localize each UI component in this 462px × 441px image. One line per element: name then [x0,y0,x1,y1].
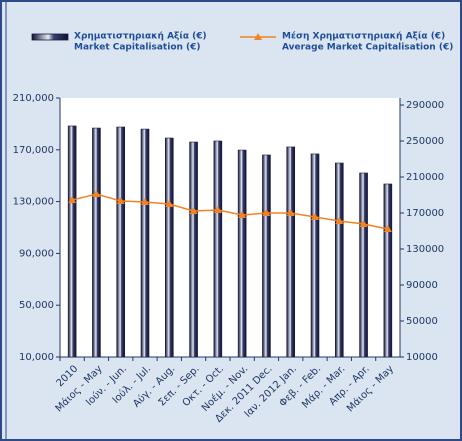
marker [165,200,174,208]
legend-swatch [31,33,69,41]
y2-tick-label: 170000 [406,208,444,219]
bar [262,154,271,358]
marker [189,207,198,215]
y2-tick-label: 130000 [406,244,444,255]
marker [359,219,368,227]
y-tick-label: 10,000 [19,352,54,363]
bar [92,127,101,358]
y-tick-label: 210,000 [13,93,54,104]
marker [141,198,149,206]
y-tick-label: 50,000 [19,300,54,311]
y2-tick-label: 210000 [406,172,444,183]
bar [286,146,296,358]
marker [213,206,222,214]
y-tick-label: 170,000 [13,145,54,156]
legend-label: Average Market Capitalisation (€) [282,43,453,53]
legend-label: Μέση Χρηματιστηριακή Αξία (€) [282,31,445,42]
bar [67,125,77,358]
legend-label: Χρηματιστηριακή Αξία (€) [74,31,207,42]
y2-tick-label: 10000 [406,352,438,363]
bar [334,162,344,358]
y-tick-label: 130,000 [13,197,54,208]
marker [286,209,295,217]
line [71,193,389,230]
y2-tick-label: 250000 [406,136,444,147]
legend-marker [254,33,262,40]
bar [116,126,126,358]
y2-tick-label: 50000 [406,316,438,327]
bar [383,183,393,358]
y-tick-label: 90,000 [19,248,54,259]
marker [262,209,271,217]
y2-tick-label: 290000 [406,100,444,111]
bar [140,128,150,358]
marker [68,196,77,204]
bar [189,141,198,358]
marker [116,197,125,205]
bar [164,137,174,358]
bar [359,172,368,358]
marker [92,190,101,198]
bar [213,140,223,358]
plot-area [60,98,400,357]
marker [238,210,247,218]
marker [311,212,319,220]
bar [310,153,320,358]
y2-tick-label: 90000 [406,280,438,291]
legend-label: Market Capitalisation (€) [74,43,201,53]
marker [335,217,344,225]
marker [383,225,392,233]
bar [237,149,247,358]
